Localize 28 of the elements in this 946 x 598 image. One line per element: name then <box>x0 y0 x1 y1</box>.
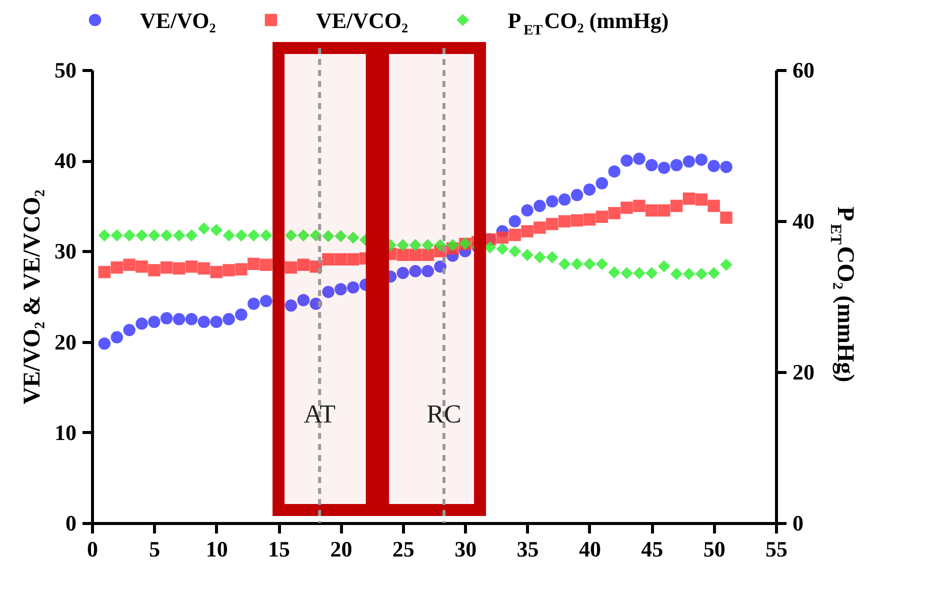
x-tick-label: 20 <box>330 536 352 562</box>
y2-tick-label: 40 <box>792 208 814 234</box>
y-tick-label: 0 <box>66 510 76 536</box>
x-tick-label: 10 <box>206 536 228 562</box>
ref-line-label: RC <box>426 399 462 428</box>
x-tick-label: 0 <box>87 536 98 562</box>
y2-tick-label: 20 <box>792 360 814 384</box>
x-tick-label: 35 <box>516 536 539 562</box>
x-tick-label: 50 <box>703 536 726 562</box>
y-axis-title: VE/VO₂ & VE/VCO₂ <box>20 190 46 404</box>
x-tick-label: 15 <box>268 536 290 562</box>
x-tick-label: 30 <box>454 536 477 562</box>
x-tick-label: 25 <box>392 536 414 562</box>
x-tick-label: 45 <box>641 536 664 562</box>
y-tick-label: 30 <box>54 238 76 264</box>
y-tick-label: 10 <box>54 420 76 445</box>
y-tick-label: 40 <box>54 148 76 174</box>
x-tick-label: 5 <box>149 536 160 562</box>
y-tick-label: 20 <box>54 329 76 354</box>
x-tick-label: 55 <box>766 536 788 562</box>
legend-label: VE/VCO₂ <box>316 8 409 33</box>
y-tick-label: 50 <box>54 58 76 82</box>
x-tick-label: 40 <box>578 536 601 562</box>
ref-line-label: AT <box>304 399 336 428</box>
y2-tick-label: 0 <box>792 510 804 536</box>
y2-axis-title: PETCO₂ (mmHg) <box>826 206 858 382</box>
legend-label: VE/VO₂ <box>140 8 216 33</box>
y2-tick-label: 60 <box>792 58 814 82</box>
